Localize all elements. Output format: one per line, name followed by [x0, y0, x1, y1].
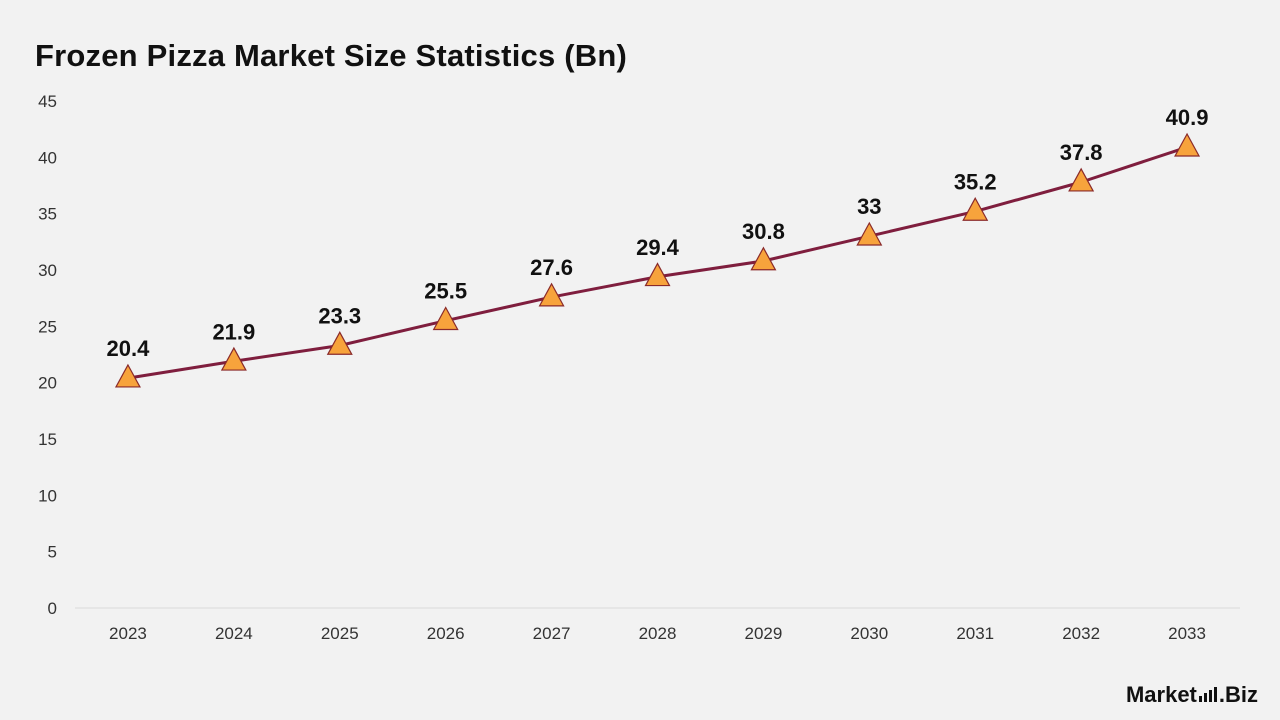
x-tick-label: 2028 — [639, 624, 677, 643]
y-tick-label: 20 — [38, 374, 57, 393]
logo-text-mid: et — [1177, 682, 1197, 707]
x-tick-label: 2029 — [744, 624, 782, 643]
data-label: 30.8 — [742, 219, 785, 244]
x-tick-label: 2032 — [1062, 624, 1100, 643]
y-tick-label: 35 — [38, 205, 57, 224]
data-point-marker — [1068, 167, 1095, 192]
data-point-marker — [538, 282, 565, 307]
x-tick-label: 2024 — [215, 624, 253, 643]
y-tick-label: 0 — [48, 599, 57, 618]
x-tick-label: 2031 — [956, 624, 994, 643]
y-tick-label: 5 — [48, 543, 57, 562]
data-label: 29.4 — [636, 235, 680, 260]
x-tick-label: 2026 — [427, 624, 465, 643]
data-point-marker — [432, 306, 459, 331]
data-label: 40.9 — [1166, 105, 1209, 130]
x-tick-label: 2023 — [109, 624, 147, 643]
logo-text-left: Mark — [1125, 682, 1178, 707]
data-label: 20.4 — [107, 336, 151, 361]
data-label: 23.3 — [318, 303, 361, 328]
data-label: 37.8 — [1060, 140, 1103, 165]
y-tick-label: 45 — [38, 92, 57, 111]
data-label: 21.9 — [212, 319, 255, 344]
data-point-marker — [750, 246, 777, 271]
data-point-marker — [962, 196, 989, 221]
logo-bars-icon — [1198, 687, 1217, 702]
x-tick-label: 2025 — [321, 624, 359, 643]
data-point-marker — [644, 262, 671, 287]
logo-text-right: .Biz — [1218, 682, 1258, 707]
marketbiz-logo: Mark et .Biz — [1126, 682, 1258, 708]
data-label: 35.2 — [954, 169, 997, 194]
data-label: 27.6 — [530, 255, 573, 280]
data-point-marker — [1174, 132, 1201, 157]
x-tick-label: 2033 — [1168, 624, 1206, 643]
x-tick-label: 2027 — [533, 624, 571, 643]
data-point-marker — [114, 363, 141, 388]
y-tick-label: 10 — [38, 486, 57, 505]
y-tick-label: 25 — [38, 317, 57, 336]
data-point-marker — [856, 221, 883, 246]
data-label: 25.5 — [424, 279, 467, 304]
y-tick-label: 40 — [38, 148, 57, 167]
x-tick-label: 2030 — [850, 624, 888, 643]
chart-title: Frozen Pizza Market Size Statistics (Bn) — [35, 38, 627, 73]
data-point-marker — [326, 331, 353, 355]
data-point-marker — [220, 346, 247, 371]
y-tick-label: 30 — [38, 261, 57, 280]
data-label: 33 — [857, 194, 881, 219]
y-tick-label: 15 — [38, 430, 57, 449]
